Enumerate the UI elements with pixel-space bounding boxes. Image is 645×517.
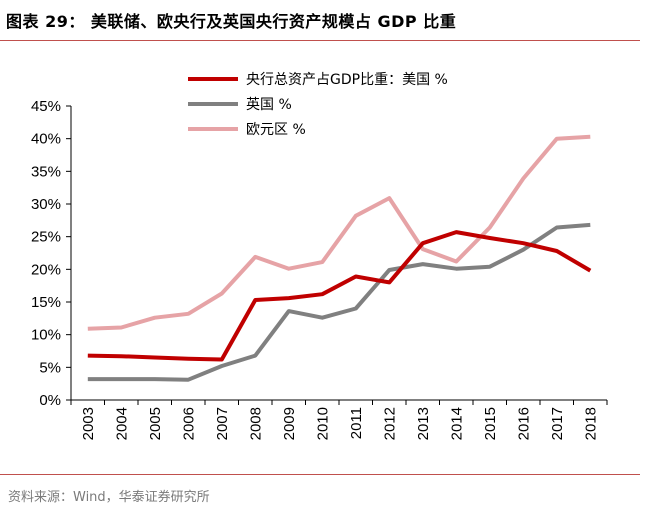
source-rule (0, 474, 640, 475)
x-tick-label: 2010 (314, 407, 331, 440)
x-tick-label: 2005 (147, 407, 164, 440)
series-line-2 (87, 134, 591, 331)
y-tick-label: 15% (31, 294, 61, 311)
x-tick-label: 2003 (80, 407, 97, 440)
figure-title: 图表 29： 美联储、欧央行及英国央行资产规模占 GDP 比重 (6, 12, 457, 31)
y-tick-label: 45% (31, 98, 61, 115)
y-tick-label: 40% (31, 131, 61, 148)
x-tick-label: 2006 (180, 407, 197, 440)
legend-label-2: 欧元区 % (246, 122, 306, 138)
series-line-0 (87, 230, 592, 362)
y-tick-label: 25% (31, 229, 61, 246)
source-note: 资料来源：Wind，华泰证券研究所 (8, 490, 210, 505)
y-tick-label: 20% (31, 261, 61, 278)
y-tick-label: 5% (39, 359, 61, 376)
chart-legend: 央行总资产占GDP比重：美国 % 英国 % 欧元区 % (188, 72, 448, 138)
x-tick-label: 2011 (348, 407, 365, 439)
legend-label-0: 央行总资产占GDP比重：美国 % (246, 72, 448, 88)
x-tick-label: 2018 (582, 407, 599, 440)
series-line-1 (87, 222, 591, 382)
x-tick-label: 2016 (515, 407, 532, 440)
x-tick-label: 2007 (214, 407, 231, 440)
x-tick-label: 2015 (482, 407, 499, 440)
x-tick-label: 2009 (281, 407, 298, 440)
chart-lines (87, 134, 592, 382)
x-tick-label: 2017 (549, 407, 566, 440)
x-tick-label: 2014 (448, 407, 465, 440)
x-tick-label: 2013 (415, 407, 432, 440)
x-tick-label: 2004 (113, 407, 130, 440)
legend-label-1: 英国 % (246, 96, 292, 113)
title-rule (0, 40, 640, 41)
chart-axes: 0% 5% 10% 15% 20% 25% 30% 35% 40% 45% 2003 2004 2005… (31, 98, 608, 440)
x-tick-label: 2008 (247, 407, 264, 440)
y-tick-label: 10% (31, 327, 61, 344)
x-tick-label: 2012 (381, 407, 398, 440)
y-tick-label: 35% (31, 163, 61, 180)
y-tick-label: 0% (39, 392, 61, 409)
y-tick-label: 30% (31, 196, 61, 213)
